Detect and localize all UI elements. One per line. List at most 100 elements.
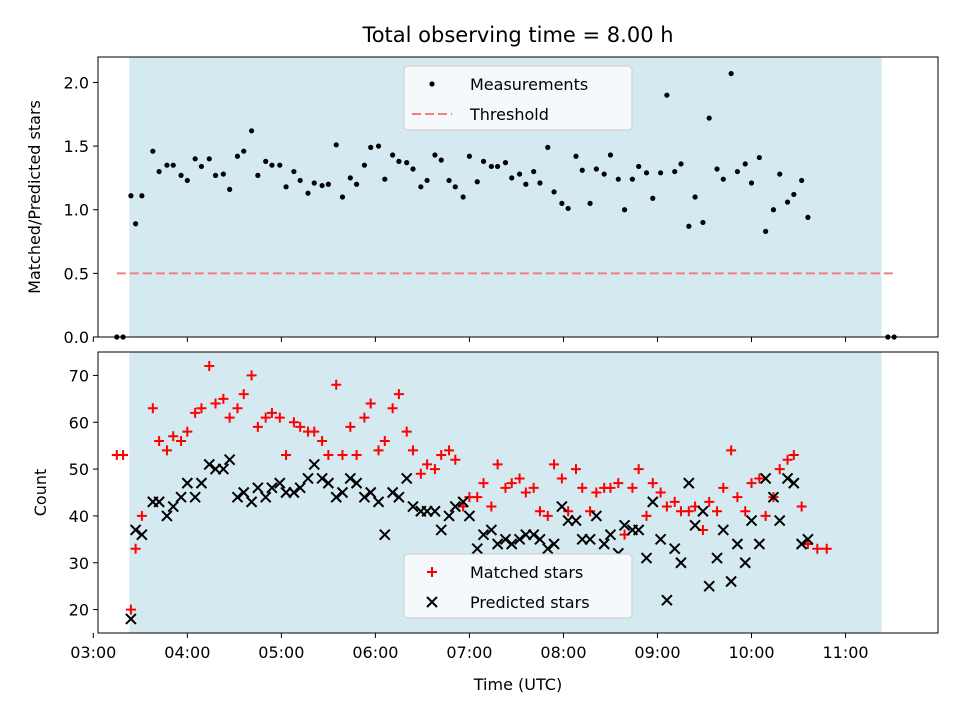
matched-stars-point: [295, 421, 306, 432]
matched-stars-point: [528, 482, 539, 493]
predicted-stars-point: [153, 496, 165, 508]
measurement-point: [537, 180, 543, 186]
measurement-point: [234, 153, 241, 159]
measurement-point: [206, 156, 212, 162]
matched-stars-point: [274, 412, 285, 423]
predicted-stars-point: [647, 496, 659, 508]
matched-stars-point: [570, 464, 581, 475]
measurement-point: [601, 171, 607, 177]
measurement-point: [587, 200, 593, 206]
matched-stars-point: [774, 464, 785, 475]
measurement-point: [474, 179, 480, 185]
measurement-point: [516, 171, 523, 177]
matched-stars-point: [613, 478, 624, 489]
predicted-stars-point: [344, 472, 357, 485]
matched-stars-point: [246, 370, 257, 381]
measurement-point: [220, 171, 226, 177]
predicted-stars-point: [266, 482, 278, 494]
matched-stars-point: [401, 426, 412, 437]
measurement-point: [714, 166, 720, 172]
matched-stars-point: [266, 407, 277, 418]
matched-stars-point: [379, 435, 390, 446]
predicted-stars-point: [181, 477, 194, 489]
matched-stars-point: [252, 421, 263, 432]
predicted-stars-point: [788, 477, 800, 489]
matched-stars-point: [224, 412, 235, 423]
predicted-stars-point: [471, 542, 483, 555]
predicted-stars-point: [697, 505, 709, 517]
matched-stars-point: [317, 435, 328, 446]
measurement-point: [763, 228, 769, 234]
matched-stars-point: [534, 506, 545, 517]
predicted-stars-point: [548, 538, 560, 550]
y-tick-label: 20: [69, 601, 89, 620]
predicted-stars-point: [485, 524, 498, 536]
series-predicted-stars: [125, 454, 814, 625]
predicted-stars-point: [175, 491, 187, 503]
measurement-point: [734, 168, 741, 175]
x-tick-label: 11:00: [822, 643, 868, 662]
matched-stars-point: [408, 445, 418, 456]
matched-stars-point: [281, 450, 292, 461]
measurement-point: [686, 223, 692, 229]
figure-title: Total observing time = 8.00 h: [361, 23, 673, 47]
measurement-point: [164, 162, 170, 168]
predicted-stars-point: [753, 538, 766, 550]
x-tick-label: 04:00: [164, 643, 210, 662]
legend-marker: [429, 81, 435, 87]
axes-frame: [97, 56, 939, 338]
predicted-stars-point: [640, 552, 653, 564]
measurement-point: [545, 144, 551, 150]
measurement-point: [791, 191, 797, 198]
measurement-point: [615, 176, 621, 182]
measurement-point: [333, 142, 339, 148]
matched-stars-point: [542, 510, 553, 521]
legend-label: Measurements: [470, 75, 588, 94]
matched-stars-point: [788, 450, 799, 461]
measurement-point: [480, 158, 487, 164]
predicted-stars-point: [731, 538, 744, 550]
legend-label: Matched stars: [470, 563, 583, 582]
predicted-stars-point: [669, 542, 681, 555]
measurement-point: [128, 193, 134, 199]
matched-stars-point: [345, 421, 356, 432]
measurement-point: [678, 161, 684, 167]
measurement-point: [291, 168, 297, 175]
matched-stars-point: [556, 473, 567, 484]
x-tick-label: 06:00: [352, 643, 398, 662]
predicted-stars-point: [654, 533, 667, 546]
measurement-point: [531, 168, 537, 175]
matched-stars-point: [422, 459, 433, 470]
y-tick-label: 40: [69, 507, 89, 526]
measurement-point: [488, 163, 494, 170]
x-axis-label: Time (UTC): [473, 675, 562, 694]
matched-stars-point: [387, 403, 398, 414]
measurement-point: [368, 144, 374, 150]
matched-stars-point: [323, 450, 334, 461]
measurement-point: [706, 115, 712, 121]
matched-stars-point: [450, 454, 461, 465]
measurement-point: [573, 153, 579, 159]
series-measurements: [114, 70, 897, 340]
x-tick-label: 09:00: [634, 643, 680, 662]
measurement-point: [658, 170, 664, 176]
predicted-stars-point: [739, 557, 751, 569]
matched-stars-point: [136, 510, 147, 521]
y-tick-label: 50: [69, 460, 89, 479]
axes-frame: [97, 351, 939, 634]
matched-stars-point: [506, 478, 517, 489]
matched-stars-point: [478, 478, 489, 489]
predicted-stars-point: [598, 538, 610, 550]
predicted-stars-point: [274, 477, 286, 489]
measurement-point: [756, 154, 762, 161]
matched-stars-point: [712, 506, 723, 517]
measurement-point: [664, 92, 670, 98]
measurement-point: [133, 221, 139, 227]
matched-stars-point: [415, 468, 426, 479]
predicted-stars-point: [407, 500, 419, 513]
predicted-stars-point: [795, 538, 808, 550]
matched-stars-point: [232, 403, 243, 414]
matched-stars-point: [444, 445, 455, 456]
measurement-point: [432, 152, 438, 158]
